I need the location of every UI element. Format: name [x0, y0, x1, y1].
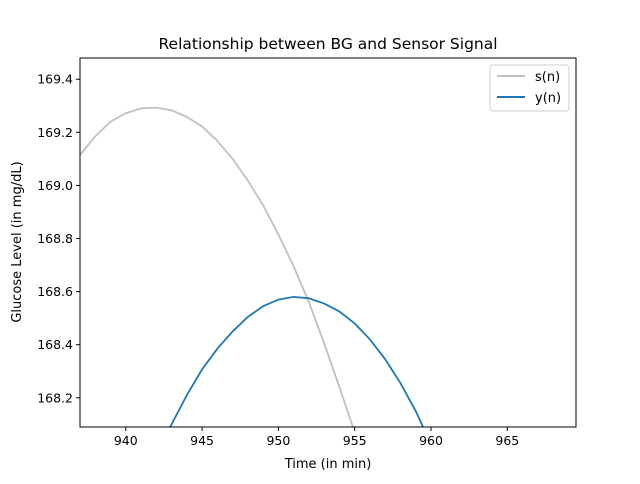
- series-layer: [80, 106, 425, 427]
- x-tick-label: 960: [419, 433, 443, 448]
- y-tick-label: 168.2: [37, 390, 73, 405]
- y-axis-ticks: 168.2 168.4 168.6 168.8 169.0 169.2 169.4: [37, 72, 80, 405]
- y-tick-label: 168.4: [37, 337, 73, 352]
- series-line-y: [169, 296, 425, 427]
- plot-frame: [79, 57, 577, 428]
- chart-title: Relationship between BG and Sensor Signa…: [158, 35, 497, 53]
- series-line-s: [80, 106, 354, 427]
- y-tick-label: 168.8: [37, 231, 73, 246]
- x-tick-label: 950: [266, 433, 290, 448]
- legend-label-s: s(n): [535, 70, 560, 85]
- x-tick-label: 955: [343, 433, 367, 448]
- plot-area: [80, 58, 576, 427]
- y-tick-label: 168.6: [37, 284, 73, 299]
- y-tick-label: 169.0: [37, 178, 73, 193]
- y-tick-label: 169.4: [37, 72, 73, 87]
- x-axis-label: Time (in min): [284, 457, 372, 472]
- legend-label-y: y(n): [535, 91, 561, 106]
- legend: s(n) y(n): [489, 64, 570, 112]
- x-tick-label: 940: [114, 433, 138, 448]
- x-axis-ticks: 940 945 950 955 960 965: [114, 427, 519, 448]
- y-tick-label: 169.2: [37, 125, 73, 140]
- x-tick-label: 945: [190, 433, 214, 448]
- y-axis-label: Glucose Level (in mg/dL): [10, 161, 25, 322]
- x-tick-label: 965: [495, 433, 519, 448]
